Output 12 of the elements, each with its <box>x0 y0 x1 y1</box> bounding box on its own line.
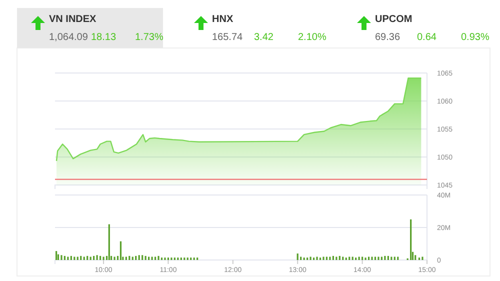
text: 3.42 <box>254 32 274 43</box>
text: 2.10% <box>298 32 326 43</box>
text: 165.74 <box>212 32 244 43</box>
text: 0.64 <box>417 32 437 43</box>
text: 1.73% <box>135 32 164 43</box>
text: VN INDEX <box>49 14 97 25</box>
text: 69.36 <box>375 32 400 43</box>
text: UPCOM <box>375 14 412 25</box>
text: 0.93% <box>461 32 490 43</box>
text: HNX <box>212 14 234 25</box>
text: 1,064.09 <box>49 32 88 43</box>
text: 18.13 <box>91 32 116 43</box>
